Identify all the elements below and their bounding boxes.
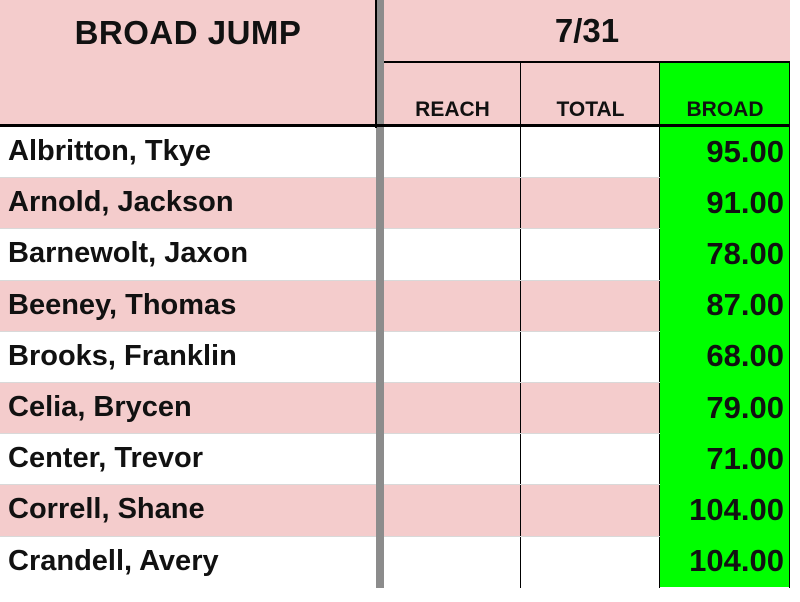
total-cell[interactable] xyxy=(521,330,660,382)
reach-cell[interactable] xyxy=(384,330,521,382)
total-cell[interactable] xyxy=(521,535,660,587)
total-cell[interactable] xyxy=(521,433,660,485)
athlete-name-cell[interactable]: Crandell, Avery xyxy=(0,535,376,587)
total-cell[interactable] xyxy=(521,126,660,178)
broad-value-cell[interactable]: 87.00 xyxy=(660,279,790,331)
reach-cell[interactable] xyxy=(384,177,521,229)
date-cell[interactable]: 7/31 xyxy=(384,0,790,62)
column-header-broad[interactable]: BROAD xyxy=(660,62,790,126)
header-bottom-border xyxy=(0,124,790,127)
total-cell[interactable] xyxy=(521,484,660,536)
frozen-column-divider xyxy=(376,0,384,588)
total-cell[interactable] xyxy=(521,228,660,280)
reach-cell[interactable] xyxy=(384,433,521,485)
athlete-name-cell[interactable]: Albritton, Tkye xyxy=(0,126,376,178)
row-divider xyxy=(0,382,376,383)
grid-row-divider xyxy=(384,177,660,178)
column-header-reach[interactable]: REACH xyxy=(384,62,521,126)
reach-total-divider xyxy=(520,62,521,588)
grid-row-divider xyxy=(384,536,660,537)
broad-right-border xyxy=(789,62,790,588)
reach-cell[interactable] xyxy=(384,484,521,536)
row-divider xyxy=(0,536,376,537)
row-divider xyxy=(0,484,376,485)
row-divider xyxy=(0,280,376,281)
broad-value-cell[interactable]: 104.00 xyxy=(660,535,790,587)
athlete-name-cell[interactable]: Arnold, Jackson xyxy=(0,177,376,229)
total-cell[interactable] xyxy=(521,279,660,331)
row-divider xyxy=(0,433,376,434)
frozen-column-edge xyxy=(375,0,377,128)
grid-row-divider xyxy=(384,433,660,434)
column-header-total[interactable]: TOTAL xyxy=(521,62,660,126)
total-cell[interactable] xyxy=(521,382,660,434)
row-divider xyxy=(0,228,376,229)
page-caption-partial xyxy=(0,588,800,602)
broad-value-cell[interactable]: 78.00 xyxy=(660,228,790,280)
reach-cell[interactable] xyxy=(384,126,521,178)
athlete-name-cell[interactable]: Celia, Brycen xyxy=(0,382,376,434)
athlete-name-cell[interactable]: Brooks, Franklin xyxy=(0,330,376,382)
athlete-name-cell[interactable]: Beeney, Thomas xyxy=(0,279,376,331)
broad-value-cell[interactable]: 95.00 xyxy=(660,126,790,178)
total-broad-divider xyxy=(659,62,660,588)
grid-row-divider xyxy=(384,382,660,383)
grid-row-divider xyxy=(384,484,660,485)
reach-cell[interactable] xyxy=(384,228,521,280)
row-divider xyxy=(0,331,376,332)
broad-value-cell[interactable]: 79.00 xyxy=(660,382,790,434)
date-bottom-border xyxy=(384,61,790,63)
reach-cell[interactable] xyxy=(384,382,521,434)
athlete-name-cell[interactable]: Correll, Shane xyxy=(0,484,376,536)
reach-cell[interactable] xyxy=(384,535,521,587)
broad-value-cell[interactable]: 71.00 xyxy=(660,433,790,485)
title-cell[interactable]: BROAD JUMP xyxy=(0,0,376,126)
broad-value-cell[interactable]: 104.00 xyxy=(660,484,790,536)
total-cell[interactable] xyxy=(521,177,660,229)
grid-row-divider xyxy=(384,331,660,332)
athlete-name-cell[interactable]: Center, Trevor xyxy=(0,433,376,485)
grid-row-divider xyxy=(384,280,660,281)
grid-row-divider xyxy=(384,228,660,229)
athlete-name-cell[interactable]: Barnewolt, Jaxon xyxy=(0,228,376,280)
reach-cell[interactable] xyxy=(384,279,521,331)
row-divider xyxy=(0,177,376,178)
broad-value-cell[interactable]: 91.00 xyxy=(660,177,790,229)
broad-value-cell[interactable]: 68.00 xyxy=(660,330,790,382)
